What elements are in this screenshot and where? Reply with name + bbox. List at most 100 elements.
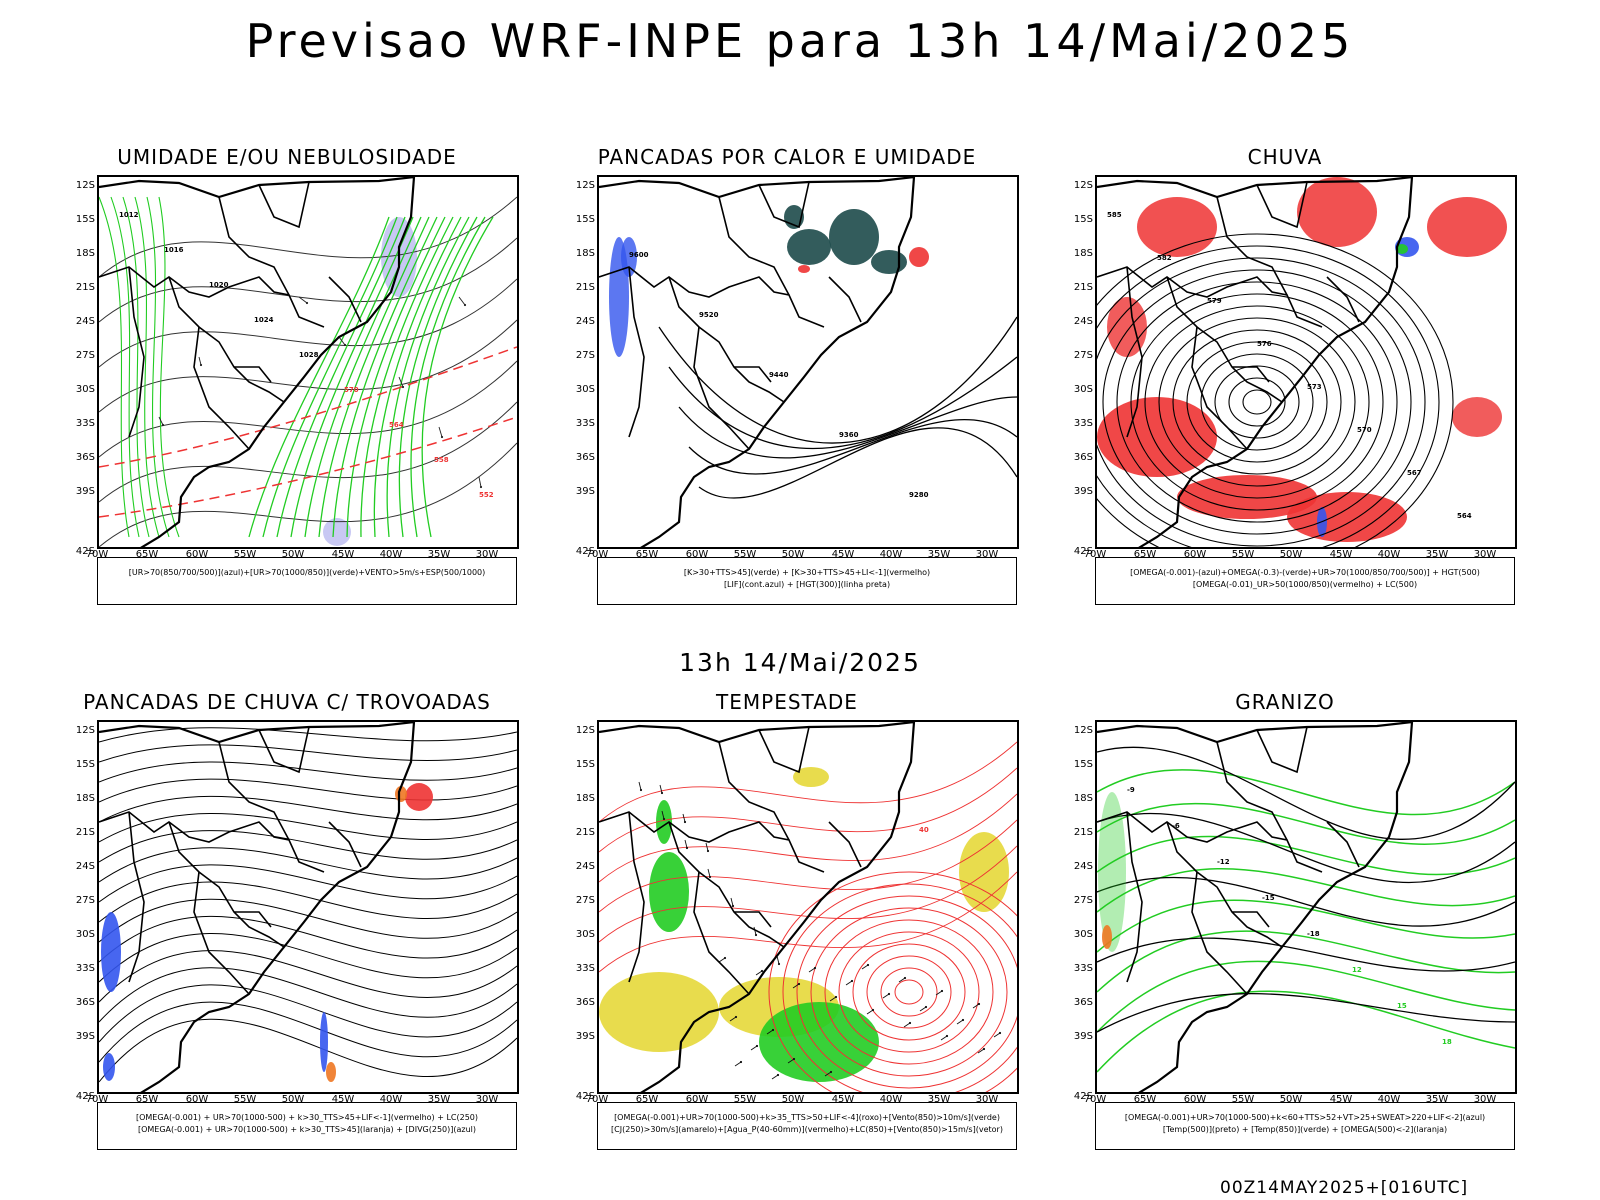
latitude-label: 21S	[1073, 827, 1093, 838]
latitude-label: 33S	[575, 963, 595, 974]
latitude-label: 21S	[575, 827, 595, 838]
country-border	[168, 276, 285, 403]
legend-line: [OMEGA(-0.001)+UR>70(1000-500)+k>35_TTS>…	[614, 1113, 1000, 1122]
humidity-contour	[99, 196, 130, 538]
convective-area	[871, 250, 907, 274]
longitude-label: 70W	[585, 1094, 609, 1105]
country-border	[1097, 811, 1323, 873]
longitude-label: 55W	[733, 1094, 757, 1105]
streamline	[99, 795, 517, 823]
wind-vector	[977, 1048, 985, 1054]
contour-line	[599, 741, 1017, 823]
coastline	[1097, 177, 1414, 547]
wind-vector-head	[834, 995, 838, 999]
panel-granizo: GRANIZO 12S 15S 18S 21S 24S 27S 30S 33S 36S 39S 42S…	[1065, 690, 1517, 1170]
longitude-label: 45W	[831, 549, 855, 560]
country-border	[1326, 276, 1360, 323]
wind-vector-head	[945, 1034, 949, 1038]
country-border	[718, 741, 790, 841]
streamline	[99, 881, 517, 923]
country-border	[1191, 326, 1248, 450]
latitude-label: 18S	[75, 793, 95, 804]
humidity-contour	[276, 216, 406, 538]
legend-line: [CJ(250)>30m/s](amarelo)+[Agua_P(40-60mm…	[611, 1125, 1003, 1134]
longitude-label: 30W	[975, 549, 999, 560]
wind-vector-head	[685, 846, 689, 850]
contour-ring	[1200, 353, 1314, 451]
humidity-contour	[122, 196, 150, 538]
divergence-area	[103, 1053, 115, 1081]
wind-vector-head	[998, 1031, 1002, 1035]
latitude-label: 42S	[575, 1091, 595, 1102]
temp850-contour	[1097, 990, 1515, 1073]
wind-vector	[956, 1019, 964, 1025]
contour-label: 40	[919, 826, 929, 834]
streamline	[99, 864, 517, 903]
divergence-area	[320, 1012, 328, 1072]
latitude-label: 30S	[575, 384, 595, 395]
humidity-contour	[304, 216, 422, 538]
latitude-label: 15S	[575, 214, 595, 225]
height-contour	[668, 356, 1017, 450]
longitude-label: 35W	[427, 1094, 451, 1105]
contour-label: 573	[1307, 383, 1322, 391]
latitude-label: 27S	[75, 895, 95, 906]
longitude-label: 30W	[475, 1094, 499, 1105]
wind-vector	[298, 296, 308, 304]
contour-ring	[810, 907, 1008, 1077]
panel-pancadas-calor: PANCADAS POR CALOR E UMIDADE 12S 15S 18S 21S…	[567, 145, 1019, 625]
latitude-label: 15S	[75, 214, 95, 225]
contour-label: 1024	[254, 316, 274, 324]
jet-area	[599, 972, 719, 1052]
contour-label: 582	[1157, 254, 1172, 262]
humidity-contour	[158, 196, 180, 538]
wind-vector-head	[871, 1008, 875, 1012]
wind-vector-head	[440, 435, 444, 439]
rain-area	[1427, 197, 1507, 257]
map-svg	[99, 722, 517, 1092]
latitude-label: 36S	[75, 452, 95, 463]
wind-vector-head	[797, 982, 801, 986]
wind-vector-head	[161, 423, 165, 427]
contour-ring	[1097, 233, 1454, 547]
longitude-label: 45W	[1329, 549, 1353, 560]
wind-vector	[919, 1006, 927, 1012]
rain-area	[1107, 297, 1147, 357]
contour-label: 570	[344, 386, 359, 394]
longitude-label: 65W	[1133, 549, 1157, 560]
humidity-contour	[146, 196, 170, 538]
latitude-label: 33S	[75, 963, 95, 974]
latitude-label: 21S	[75, 282, 95, 293]
latitude-label: 42S	[75, 1091, 95, 1102]
latitude-label: 42S	[75, 546, 95, 557]
longitude-label: 60W	[1183, 1094, 1207, 1105]
wind-vector-head	[734, 1015, 738, 1019]
latitude-label: 24S	[1073, 861, 1093, 872]
wind-vector-head	[463, 303, 467, 307]
longitude-label: 45W	[331, 1094, 355, 1105]
longitude-label: 65W	[1133, 1094, 1157, 1105]
latitude-label: 42S	[575, 546, 595, 557]
latitude-label: 36S	[575, 452, 595, 463]
country-border	[168, 821, 285, 948]
unstable-area	[909, 247, 929, 267]
unstable-area	[798, 265, 810, 273]
wind-vector-head	[723, 956, 727, 960]
strong-wind-area	[656, 800, 672, 844]
streamline	[99, 984, 517, 1043]
lif-area	[621, 237, 637, 277]
contour-line	[599, 793, 1017, 883]
wind-vector-head	[850, 979, 854, 983]
latitude-label: 12S	[1073, 725, 1093, 736]
temp850-contour	[1097, 802, 1515, 845]
latitude-label: 42S	[1073, 1091, 1093, 1102]
longitude-label: 45W	[1329, 1094, 1353, 1105]
longitude-label: 40W	[879, 1094, 903, 1105]
wind-vector	[659, 784, 663, 794]
wind-vector-head	[940, 989, 944, 993]
longitude-label: 55W	[1231, 1094, 1255, 1105]
contour-line	[599, 871, 1017, 973]
longitude-label: 70W	[585, 549, 609, 560]
streamline	[99, 830, 517, 863]
wind-vector	[787, 1058, 795, 1064]
